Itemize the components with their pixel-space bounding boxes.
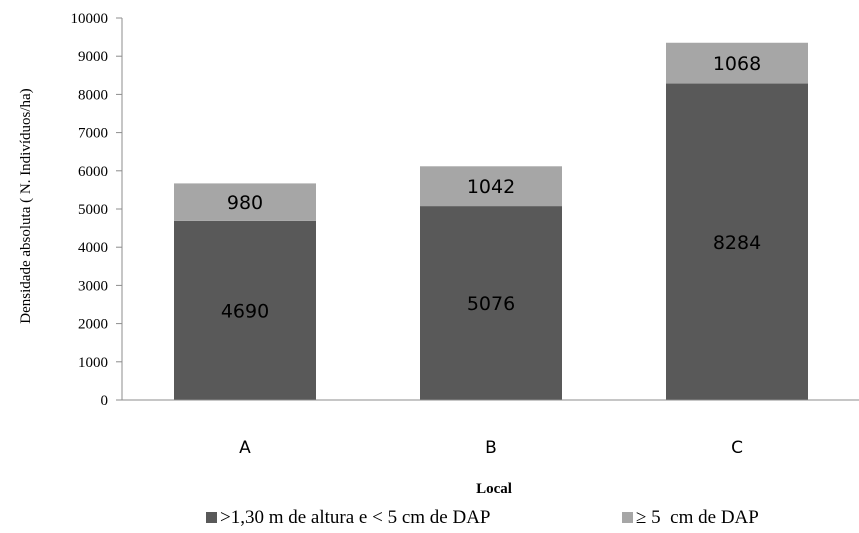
bar-A-series-1 <box>174 183 316 221</box>
x-tick-label: C <box>731 438 743 458</box>
y-tick-label: 9000 <box>78 49 108 65</box>
bar-value-labels: 4690 980 5076 1042 8284 1068 <box>221 53 761 322</box>
legend-label-small-trees: >1,30 m de altura e < 5 cm de DAP <box>220 507 490 528</box>
y-tick-label: 7000 <box>78 126 108 142</box>
y-tick-label: 6000 <box>78 164 108 180</box>
legend: >1,30 m de altura e < 5 cm de DAP ≥ 5 cm… <box>206 507 759 528</box>
data-label-B-series-0: 5076 <box>467 293 515 315</box>
y-tick-label: 1000 <box>78 355 108 371</box>
bar-B-series-0 <box>420 206 562 400</box>
legend-swatch-large-trees <box>622 512 633 523</box>
y-axis-ticks: 0 1000 2000 3000 4000 5000 6000 7000 8000 9000 100… <box>71 11 122 409</box>
bar-B-series-1 <box>420 166 562 207</box>
y-tick-label: 3000 <box>78 278 108 294</box>
y-tick-label: 2000 <box>78 317 108 333</box>
data-label-C-series-0: 8284 <box>713 232 761 254</box>
legend-swatch-small-trees <box>206 512 217 523</box>
y-tick-label: 4000 <box>78 240 108 256</box>
y-tick-label: 0 <box>101 393 109 409</box>
y-tick-label: 5000 <box>78 202 108 218</box>
bar-A-series-0 <box>174 220 316 400</box>
legend-label-large-trees: ≥ 5 cm de DAP <box>636 507 759 528</box>
bar-C-series-1 <box>666 42 808 84</box>
x-tick-label: B <box>485 438 497 458</box>
x-tick-label: A <box>239 438 251 458</box>
y-tick-label: 8000 <box>78 87 108 103</box>
x-axis-tick-labels: A B C <box>239 438 743 458</box>
data-label-B-series-1: 1042 <box>467 176 515 198</box>
x-axis-label: Local <box>476 481 512 497</box>
bar-C-series-0 <box>666 83 808 400</box>
y-axis-label: Densidade absoluta ( N. Indivíduos/ha) <box>18 88 34 323</box>
data-label-A-series-1: 980 <box>227 192 263 214</box>
y-tick-label: 10000 <box>71 11 109 27</box>
bars <box>174 42 808 400</box>
data-label-A-series-0: 4690 <box>221 300 269 322</box>
data-label-C-series-1: 1068 <box>713 53 761 75</box>
